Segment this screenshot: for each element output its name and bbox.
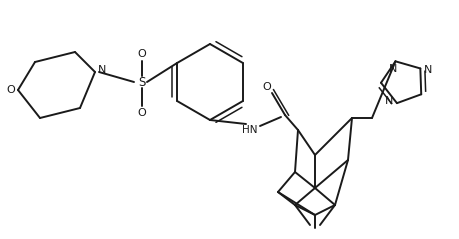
Text: N: N: [424, 65, 432, 76]
Text: N: N: [389, 64, 397, 74]
Text: O: O: [138, 49, 146, 59]
Text: O: O: [263, 82, 271, 92]
Text: S: S: [138, 76, 146, 88]
Text: O: O: [138, 108, 146, 118]
Text: O: O: [6, 85, 15, 95]
Text: HN: HN: [242, 125, 258, 135]
Text: N: N: [385, 96, 393, 106]
Text: N: N: [98, 65, 106, 75]
